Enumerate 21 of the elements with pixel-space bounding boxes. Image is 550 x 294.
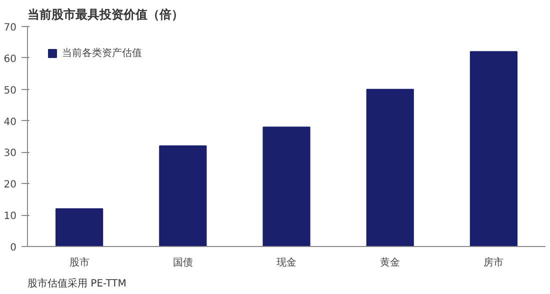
bar bbox=[366, 88, 414, 246]
y-tick-label: 40 bbox=[4, 116, 17, 128]
bar bbox=[470, 51, 518, 246]
y-tick-label: 70 bbox=[4, 22, 17, 34]
x-tick-label: 黄金 bbox=[380, 256, 400, 268]
bar bbox=[159, 145, 207, 246]
y-tick-label: 10 bbox=[4, 211, 17, 222]
y-tick-label: 50 bbox=[4, 85, 17, 96]
bar bbox=[55, 208, 104, 246]
y-tick-label: 60 bbox=[4, 54, 17, 65]
y-tick-label: 30 bbox=[4, 148, 17, 160]
chart-title: 当前股市最具投资价值（倍） bbox=[28, 8, 184, 22]
x-tick-label: 现金 bbox=[276, 256, 296, 268]
text: 股市估值采用 PE-TTM bbox=[28, 278, 126, 290]
legend-label: 当前各类资产估值 bbox=[62, 46, 142, 60]
x-tick-label: 房市 bbox=[484, 256, 504, 268]
y-tick-label: 20 bbox=[4, 180, 17, 191]
x-tick-label: 国债 bbox=[172, 258, 193, 268]
y-tick-label: 0 bbox=[10, 242, 17, 254]
x-tick-label: 股市 bbox=[69, 256, 90, 268]
bar bbox=[262, 126, 310, 246]
